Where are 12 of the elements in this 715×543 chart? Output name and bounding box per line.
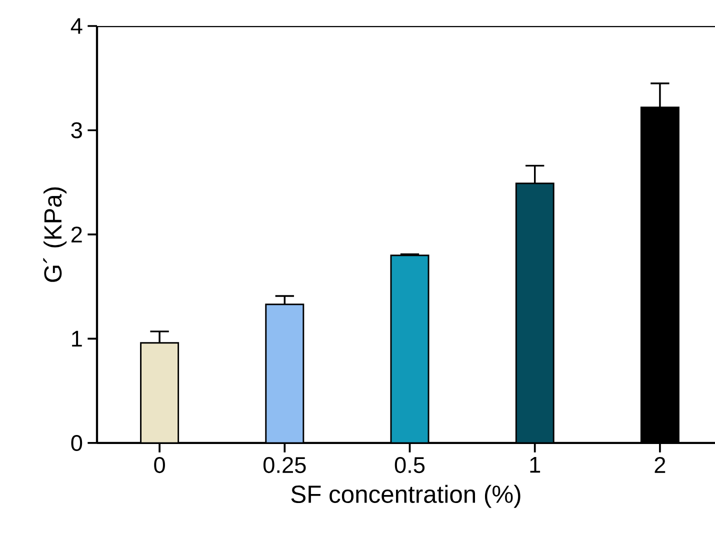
y-tick-label: 1 xyxy=(72,330,82,347)
y-tick-label: 4 xyxy=(70,18,82,34)
x-tick-label: 0.25 xyxy=(263,457,306,474)
x-tick-label: 1 xyxy=(530,457,540,473)
x-tick-label: 0 xyxy=(154,457,165,474)
y-tick-label: 3 xyxy=(71,122,82,138)
x-tick-label: 0.5 xyxy=(394,457,425,474)
x-tick-label: 2 xyxy=(654,457,666,473)
y-axis-title: G´ (KPa) xyxy=(43,187,67,282)
y-tick-label: 2 xyxy=(72,226,82,242)
y-tick-label: 0 xyxy=(71,434,82,452)
x-axis-title: SF concentration (%) xyxy=(291,484,520,508)
